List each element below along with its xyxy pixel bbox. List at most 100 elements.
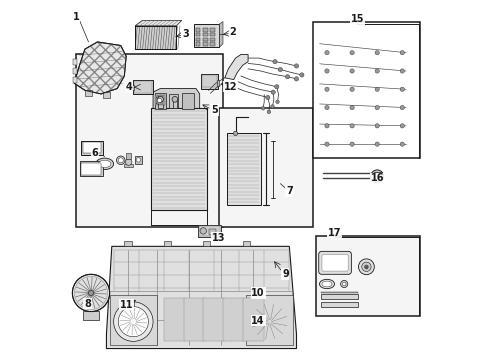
Circle shape <box>233 131 237 135</box>
FancyBboxPatch shape <box>318 251 351 274</box>
Circle shape <box>374 142 379 146</box>
Bar <box>242 298 264 341</box>
Bar <box>201 74 217 89</box>
Bar <box>163 241 171 246</box>
Bar <box>81 140 102 155</box>
Circle shape <box>399 105 404 110</box>
Circle shape <box>157 98 162 103</box>
Circle shape <box>324 124 328 128</box>
Bar <box>151 108 206 211</box>
Circle shape <box>324 142 328 146</box>
Circle shape <box>200 228 206 234</box>
Polygon shape <box>219 22 223 47</box>
Circle shape <box>349 142 353 146</box>
Circle shape <box>278 67 282 72</box>
Polygon shape <box>153 89 199 113</box>
Circle shape <box>349 124 353 128</box>
Bar <box>73 68 77 74</box>
Bar <box>155 93 165 109</box>
Circle shape <box>270 90 275 94</box>
Bar <box>159 95 160 105</box>
Bar <box>203 298 224 341</box>
Bar <box>73 59 77 65</box>
Bar <box>196 38 200 41</box>
Text: 9: 9 <box>282 269 288 279</box>
Bar <box>81 163 101 175</box>
Text: 12: 12 <box>224 82 237 92</box>
Circle shape <box>374 124 379 128</box>
Bar <box>242 241 249 246</box>
Bar <box>134 81 152 93</box>
Circle shape <box>118 307 148 337</box>
Circle shape <box>399 124 404 128</box>
Bar <box>210 38 214 41</box>
Circle shape <box>125 159 132 165</box>
Circle shape <box>299 73 304 77</box>
Ellipse shape <box>98 160 111 167</box>
Text: 5: 5 <box>211 105 218 115</box>
Polygon shape <box>224 54 247 80</box>
Bar <box>203 42 207 45</box>
Circle shape <box>294 64 298 68</box>
Bar <box>161 95 163 105</box>
Bar <box>226 134 260 205</box>
Polygon shape <box>135 21 182 26</box>
Circle shape <box>265 95 269 100</box>
Text: 17: 17 <box>327 228 341 238</box>
Bar <box>135 156 142 164</box>
Bar <box>182 93 194 109</box>
Text: 8: 8 <box>84 299 91 309</box>
Bar <box>203 33 207 36</box>
Bar <box>73 77 77 83</box>
Circle shape <box>261 107 264 110</box>
Bar <box>203 241 210 246</box>
Bar <box>196 33 200 36</box>
Circle shape <box>285 75 289 79</box>
Circle shape <box>272 59 277 64</box>
Bar <box>76 54 223 226</box>
Text: 10: 10 <box>251 288 264 298</box>
Bar <box>210 28 214 32</box>
Circle shape <box>373 173 380 180</box>
Bar <box>219 108 312 226</box>
Text: 13: 13 <box>211 233 225 243</box>
Bar <box>163 95 164 105</box>
Bar <box>203 38 207 41</box>
Circle shape <box>266 110 270 114</box>
Circle shape <box>275 100 279 104</box>
Bar <box>210 42 214 45</box>
Ellipse shape <box>96 158 113 170</box>
Circle shape <box>270 105 274 108</box>
Circle shape <box>324 105 328 110</box>
Circle shape <box>72 274 109 312</box>
Bar <box>155 95 156 105</box>
Bar <box>124 241 131 246</box>
Bar <box>194 24 219 47</box>
Bar <box>135 26 176 49</box>
Circle shape <box>172 96 178 102</box>
Circle shape <box>349 105 353 110</box>
Bar <box>202 75 217 87</box>
Circle shape <box>324 50 328 55</box>
Circle shape <box>324 69 328 73</box>
Circle shape <box>342 282 346 286</box>
Circle shape <box>399 69 404 73</box>
Bar <box>373 172 381 181</box>
Circle shape <box>158 96 163 102</box>
Bar <box>110 295 156 345</box>
Bar <box>210 33 214 36</box>
Circle shape <box>370 170 383 183</box>
Bar <box>196 28 200 32</box>
Bar <box>133 80 153 94</box>
Circle shape <box>361 262 370 271</box>
Bar <box>320 292 357 293</box>
Circle shape <box>358 259 373 275</box>
Circle shape <box>340 280 347 288</box>
Bar <box>223 298 244 341</box>
Bar <box>320 302 357 307</box>
Circle shape <box>349 50 353 55</box>
Bar <box>316 235 419 316</box>
Circle shape <box>374 87 379 91</box>
Circle shape <box>113 302 153 341</box>
Bar <box>312 22 419 158</box>
